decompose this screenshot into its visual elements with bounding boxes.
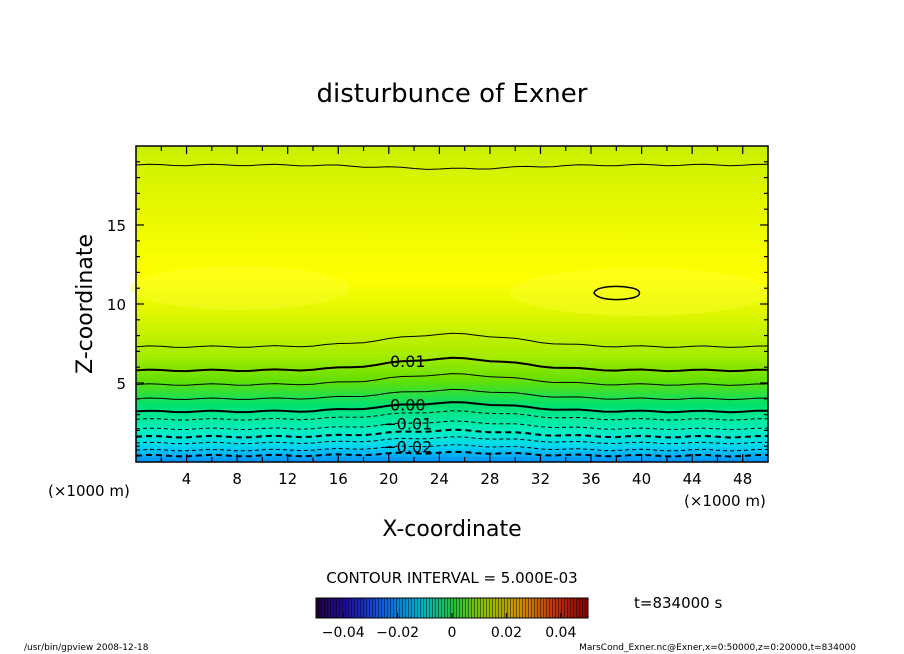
contour-line [135, 388, 769, 401]
contour-line [135, 373, 769, 386]
contour-labels: 0.01 0.00−0.01 −0.02 [383, 352, 432, 456]
x-tick-label: 20 [379, 470, 398, 488]
contour-line [135, 436, 768, 445]
time-label: t=834000 s [634, 594, 722, 612]
y-axis-label: Z-coordinate [73, 234, 98, 374]
colorbar-tick-label: 0 [448, 625, 457, 641]
colorbar-tick-label: 0.02 [491, 625, 522, 641]
x-tick-label: 16 [329, 470, 348, 488]
contour-line [135, 401, 768, 414]
contour-label: −0.01 [383, 414, 432, 433]
x-tick-label: 48 [733, 470, 752, 488]
contour-line [135, 450, 769, 458]
colorbar-tick-label: −0.02 [376, 625, 419, 641]
contour-line [135, 410, 768, 421]
x-axis-label: X-coordinate [382, 517, 521, 542]
x-tick-label: 28 [480, 470, 499, 488]
colorbar: −0.04 −0.02 0 0.02 0.04 [315, 597, 589, 641]
contour-field: 0.01 0.00−0.01 −0.02 [130, 145, 770, 463]
contour-line [135, 428, 768, 439]
contour-line [135, 444, 768, 452]
y-tick-label: 10 [107, 296, 126, 314]
footer-right: MarsCond_Exner.nc@Exner,x=0:50000,z=0:20… [579, 643, 856, 653]
x-tick-label: 36 [581, 470, 600, 488]
x-tick-label: 12 [278, 470, 297, 488]
y-tick-label: 5 [116, 375, 126, 393]
contour-line [135, 163, 769, 170]
contour-line [135, 332, 769, 348]
chart-title: disturbunce of Exner [317, 79, 588, 109]
contour-interval-label: CONTOUR INTERVAL = 5.000E-03 [326, 569, 577, 587]
contour-label: 0.00 [390, 396, 426, 415]
x-unit-note: (×1000 m) [684, 492, 766, 510]
y-unit-note: (×1000 m) [48, 482, 130, 500]
x-tick-label: 24 [430, 470, 449, 488]
footer-left: /usr/bin/gpview 2008-12-18 [24, 643, 149, 653]
contour-lines [135, 163, 769, 458]
colorbar-stripes [316, 598, 588, 618]
x-tick-label: 40 [632, 470, 651, 488]
closed-contour [593, 285, 641, 301]
x-tick-label: 32 [531, 470, 550, 488]
x-tick-label: 4 [182, 470, 192, 488]
x-axis: 4 8 12 16 20 24 28 32 36 40 44 48 [160, 146, 752, 488]
y-tick-label: 15 [107, 217, 126, 235]
contour-label: −0.02 [383, 437, 432, 456]
contour-label: 0.01 [390, 352, 426, 371]
x-tick-label: 44 [683, 470, 702, 488]
x-tick-label: 8 [232, 470, 242, 488]
contour-line [135, 420, 768, 431]
colorbar-tick-label: −0.04 [322, 625, 365, 641]
max-region-left [130, 266, 350, 310]
y-axis: 5 10 15 [107, 161, 768, 447]
colorbar-ticks: −0.04 −0.02 0 0.02 0.04 [322, 613, 576, 641]
colorbar-tick-label: 0.04 [545, 625, 576, 641]
contour-line [135, 356, 769, 373]
shaded-field [136, 146, 768, 462]
